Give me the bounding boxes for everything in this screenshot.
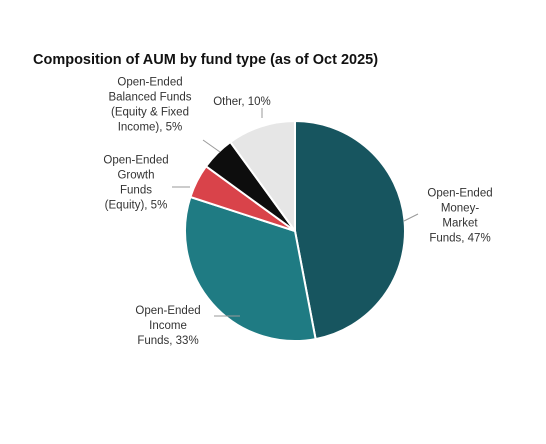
leader-line bbox=[202, 139, 221, 153]
slice-label-line: (Equity), 5% bbox=[105, 200, 168, 212]
leader-lines bbox=[172, 108, 419, 317]
slice-label-line: Balanced Funds bbox=[108, 92, 191, 104]
pie-slice bbox=[184, 195, 317, 342]
slice-label-line: (Equity & Fixed bbox=[111, 107, 189, 119]
slice-label-line: Funds, 47% bbox=[429, 233, 490, 245]
slice-label-line: Open-Ended bbox=[117, 77, 182, 89]
slice-label: Open-Ended Money- Market Funds, 47% bbox=[427, 188, 492, 245]
slice-label-line: Open-Ended bbox=[427, 188, 492, 200]
slice-label-line: Income), 5% bbox=[118, 122, 183, 134]
slice-label: Open-Ended Balanced Funds (Equity & Fixed I… bbox=[108, 77, 191, 134]
slice-label-line: Funds bbox=[120, 185, 152, 197]
slice-label-line: Funds, 33% bbox=[137, 335, 198, 347]
pie-slice bbox=[228, 119, 296, 235]
slice-label-line: Market bbox=[442, 218, 478, 230]
slice-label-line: Other, 10% bbox=[213, 96, 271, 108]
slice-label-line: Money- bbox=[441, 203, 480, 215]
slice-label: Other, 10% bbox=[213, 96, 271, 108]
pie-slice bbox=[294, 119, 406, 341]
slice-labels: Open-Ended Money-Market Funds, 47%Open-End… bbox=[103, 77, 492, 348]
chart-title: Composition of AUM by fund type (as of O… bbox=[33, 52, 379, 68]
slice-label-line: Income bbox=[149, 320, 187, 332]
leader-line bbox=[403, 213, 419, 222]
slice-label-line: Open-Ended bbox=[135, 305, 200, 317]
slice-label-line: Growth bbox=[117, 170, 154, 182]
slice-label-line: Open-Ended bbox=[103, 155, 168, 167]
slice-label: Open-Ended Income Funds, 33% bbox=[135, 305, 200, 347]
slice-label: Open-Ended Growth Funds (Equity), 5% bbox=[103, 155, 168, 212]
pie-slices bbox=[184, 119, 406, 342]
